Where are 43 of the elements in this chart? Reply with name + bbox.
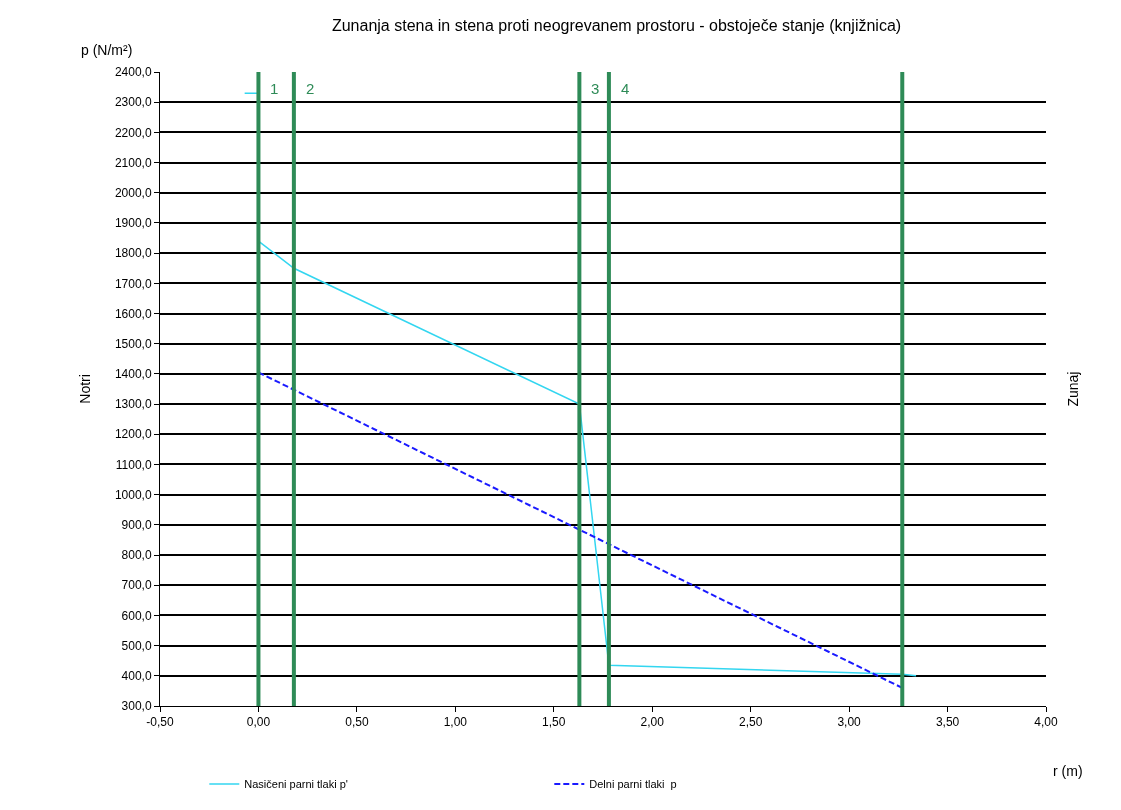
y-tick-label: 800,0 <box>121 548 152 563</box>
x-tick-label: 0,50 <box>345 715 369 730</box>
x-tick-label: -0,50 <box>146 715 174 730</box>
x-tick-label: 1,50 <box>542 715 566 730</box>
annotation: 1 <box>270 80 279 97</box>
y-tick-label: 2400,0 <box>114 65 152 80</box>
y-tick-label: 1800,0 <box>114 246 152 261</box>
annotation: 4 <box>621 80 630 97</box>
y-axis-title: p (N/m²) <box>81 42 133 58</box>
x-tick-label: 1,00 <box>443 715 468 730</box>
text: Zunaj <box>1064 371 1081 407</box>
y-tick-label: 1100,0 <box>115 457 152 472</box>
y-tick-label: 1500,0 <box>114 336 152 351</box>
y-tick-label: 1600,0 <box>114 306 152 321</box>
y-tick-label: 600,0 <box>121 608 152 623</box>
y-tick-label: 2200,0 <box>114 125 152 140</box>
x-tick-label: 3,00 <box>837 715 862 730</box>
annotation: 3 <box>591 80 600 97</box>
x-axis-title: r (m) <box>1053 763 1083 779</box>
y-tick-label: 1900,0 <box>114 216 152 231</box>
y-tick-label: 1700,0 <box>114 276 152 291</box>
x-tick-label: 0,00 <box>246 715 271 730</box>
y-tick-label: 700,0 <box>121 578 152 593</box>
y-tick-label: 300,0 <box>121 699 152 714</box>
y-tick-label: 2300,0 <box>114 95 152 110</box>
x-tick-label: 2,50 <box>738 715 763 730</box>
y-tick-label: 1200,0 <box>114 427 152 442</box>
y-tick-label: 1300,0 <box>114 397 152 412</box>
chart-title: Zunanja stena in stena proti neogrevanem prostoru - obstoječe stanje (knjižnica) <box>331 17 902 35</box>
text: Notri <box>76 374 93 404</box>
y-tick-label: 500,0 <box>121 638 152 653</box>
x-tick-label: 3,50 <box>935 715 960 730</box>
y-tick-label: 1000,0 <box>114 487 152 502</box>
x-tick-label: 4,00 <box>1034 715 1058 730</box>
legend-label: Nasičeni parni tlaki p' <box>244 778 348 791</box>
annotation: 2 <box>306 80 315 97</box>
y-tick-label: 900,0 <box>121 518 152 533</box>
x-tick-label: 2,00 <box>640 715 665 730</box>
y-tick-label: 400,0 <box>121 669 152 684</box>
y-tick-label: 2000,0 <box>114 185 152 200</box>
legend-label: Delni parni tlaki p <box>589 778 677 791</box>
y-tick-label: 1400,0 <box>114 367 152 382</box>
y-tick-label: 2100,0 <box>114 155 152 170</box>
